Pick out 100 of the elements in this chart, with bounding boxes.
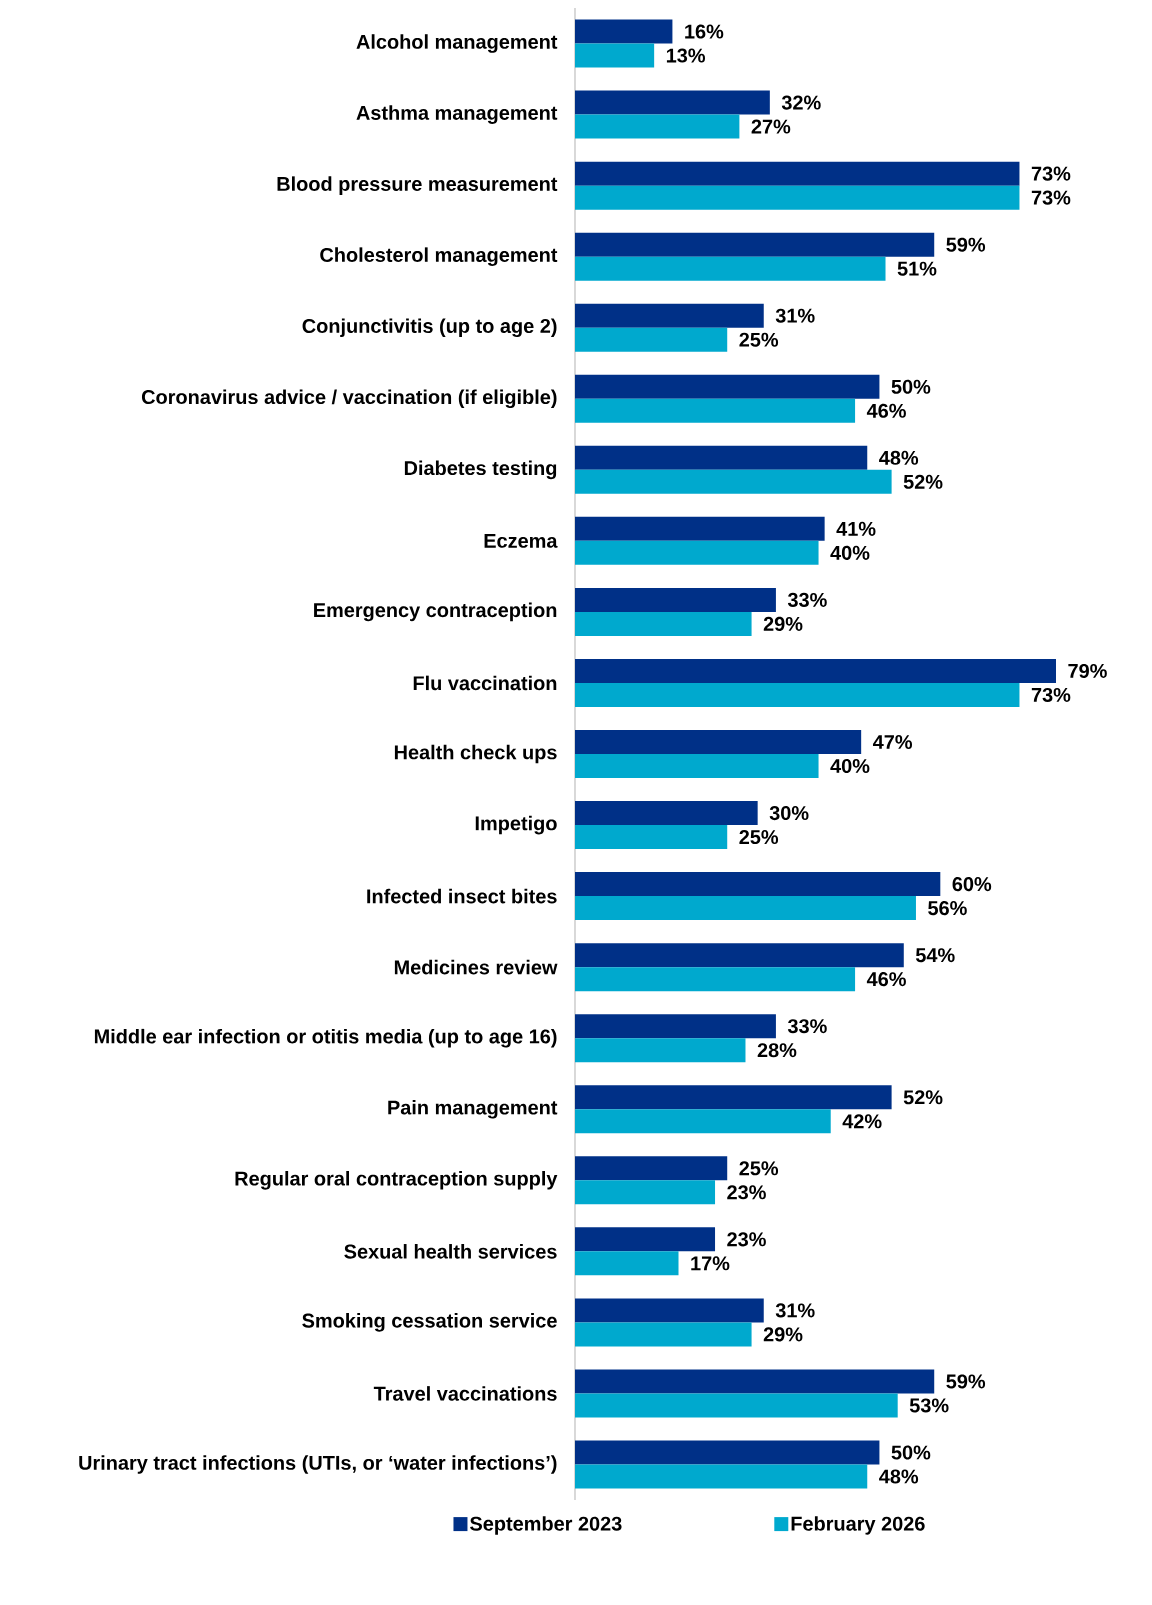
data-label: 56% [928,901,967,916]
bar [575,730,862,755]
bar [575,516,825,541]
data-label: 32% [781,95,821,110]
bar [575,540,819,565]
y-tick-label: Impetigo [475,815,557,835]
data-label: 16% [685,24,724,39]
y-tick-label: Sexual health services [344,1244,557,1259]
data-label: 13% [666,48,706,63]
bar [575,587,776,612]
bar [575,1180,716,1205]
y-tick-label: Urinary tract infections (UTIs, or ‘water infections’) [79,1455,557,1474]
bar [575,1109,831,1134]
bar [575,801,758,826]
data-label: 17% [691,1256,730,1271]
bar [575,1014,776,1039]
bar [575,967,856,992]
data-label: 59% [946,237,986,252]
data-label: 48% [879,1469,919,1484]
data-label: 52% [903,474,943,489]
bar [575,90,770,115]
y-tick-label: Health check ups [394,744,557,764]
bar [575,943,904,968]
bar [575,1322,752,1347]
bar [575,398,856,423]
bar [575,1440,880,1465]
data-label: 73% [1031,190,1071,205]
y-tick-label: Diabetes testing [404,460,557,480]
data-label: 31% [775,308,815,323]
bar [575,611,752,636]
y-tick-label: Alcohol management [356,34,558,53]
y-tick-label: Smoking cessation service [302,1313,557,1332]
y-tick-label: Flu vaccination [413,675,557,691]
data-label: 59% [946,1374,986,1389]
bar [575,1464,868,1489]
bar [575,825,728,850]
y-tick-label: Conjunctivitis (up to age 2) [302,318,557,338]
y-tick-label: Travel vaccinations [373,1386,557,1401]
legend-label: February 2026 [791,1516,925,1535]
data-label: 27% [751,119,791,134]
data-label: 46% [866,403,906,418]
data-label: 23% [727,1232,766,1247]
bar [575,469,892,494]
data-label: 47% [872,735,913,750]
y-tick-label: Coronavirus advice / vaccination (if eligible) [141,389,557,409]
data-label: 41% [836,521,876,536]
data-label: 40% [830,545,870,560]
bar [575,114,740,139]
bar [575,1251,679,1276]
y-tick-label: Eczema [484,533,558,548]
bar [575,896,916,921]
bar [575,872,941,897]
bar [575,754,819,779]
bar [575,1085,892,1110]
bar [575,43,655,68]
bar [575,1298,764,1323]
data-label: 25% [739,1161,779,1176]
bar [575,232,935,257]
data-label: 33% [787,1019,827,1034]
data-label: 52% [903,1090,943,1105]
data-label: 30% [769,806,809,821]
data-label: 25% [739,830,779,845]
y-tick-label: Medicines review [394,959,558,975]
data-label: 31% [775,1303,815,1318]
data-label: 46% [866,972,906,987]
data-label: 73% [1031,166,1071,181]
data-label: 25% [739,332,779,347]
bar [575,1156,728,1181]
data-label: 29% [763,616,803,631]
bar [575,1393,898,1418]
data-label: 53% [909,1398,949,1413]
data-label: 42% [842,1114,882,1129]
data-label: 60% [952,877,992,892]
bar [575,1227,716,1252]
bar [575,185,1020,210]
bar [575,374,880,399]
bar [575,256,886,281]
bar [575,161,1020,186]
y-tick-label: Asthma management [356,105,558,124]
data-label: 54% [915,948,955,963]
y-tick-label: Blood pressure measurement [277,176,558,195]
data-label: 40% [830,758,870,774]
bar [575,327,728,352]
data-label: 79% [1068,663,1107,679]
data-label: 73% [1031,687,1071,703]
y-tick-label: Cholesterol management [320,247,558,267]
bar [575,1038,746,1063]
legend-label: September 2023 [470,1516,622,1535]
bar [575,1369,935,1394]
data-label: 29% [763,1327,803,1342]
y-tick-label: Infected insect bites [367,888,557,904]
data-label: 48% [879,450,919,465]
bar [575,19,673,44]
data-label: 28% [757,1043,797,1058]
bar [575,303,764,328]
y-tick-label: Emergency contraception [314,602,557,622]
y-tick-label: Regular oral contraception supply [235,1170,558,1190]
data-label: 50% [891,1445,931,1460]
data-label: 33% [787,592,827,607]
bar [575,658,1056,683]
